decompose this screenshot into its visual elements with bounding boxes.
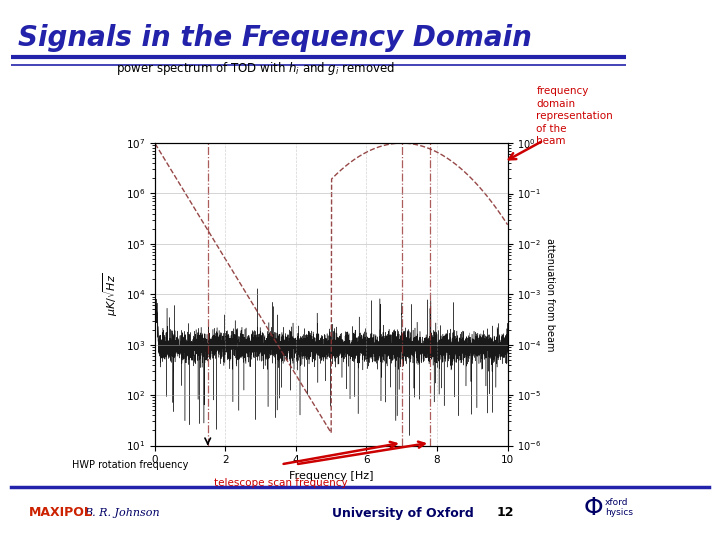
- Y-axis label: $\mu K/\sqrt{Hz}$: $\mu K/\sqrt{Hz}$: [102, 273, 120, 316]
- Text: University of Oxford: University of Oxford: [333, 507, 474, 519]
- Text: xford
hysics: xford hysics: [605, 498, 633, 517]
- Text: power spectrum of TOD with $h_i$ and $g_i$ removed: power spectrum of TOD with $h_i$ and $g_…: [116, 60, 395, 77]
- Y-axis label: attenuation from beam: attenuation from beam: [546, 238, 555, 351]
- X-axis label: Frequency [Hz]: Frequency [Hz]: [289, 471, 374, 481]
- Text: Φ: Φ: [583, 496, 603, 519]
- Text: Signals in the Frequency Domain: Signals in the Frequency Domain: [18, 24, 532, 52]
- Text: MAXIPOL: MAXIPOL: [29, 507, 93, 519]
- Text: HWP rotation frequency: HWP rotation frequency: [72, 460, 189, 470]
- Text: telescope scan frequency: telescope scan frequency: [214, 478, 348, 488]
- Text: frequency
domain
representation
of the
beam: frequency domain representation of the b…: [536, 86, 613, 146]
- Text: 12: 12: [497, 507, 514, 519]
- Text: B. R. Johnson: B. R. Johnson: [84, 508, 161, 518]
